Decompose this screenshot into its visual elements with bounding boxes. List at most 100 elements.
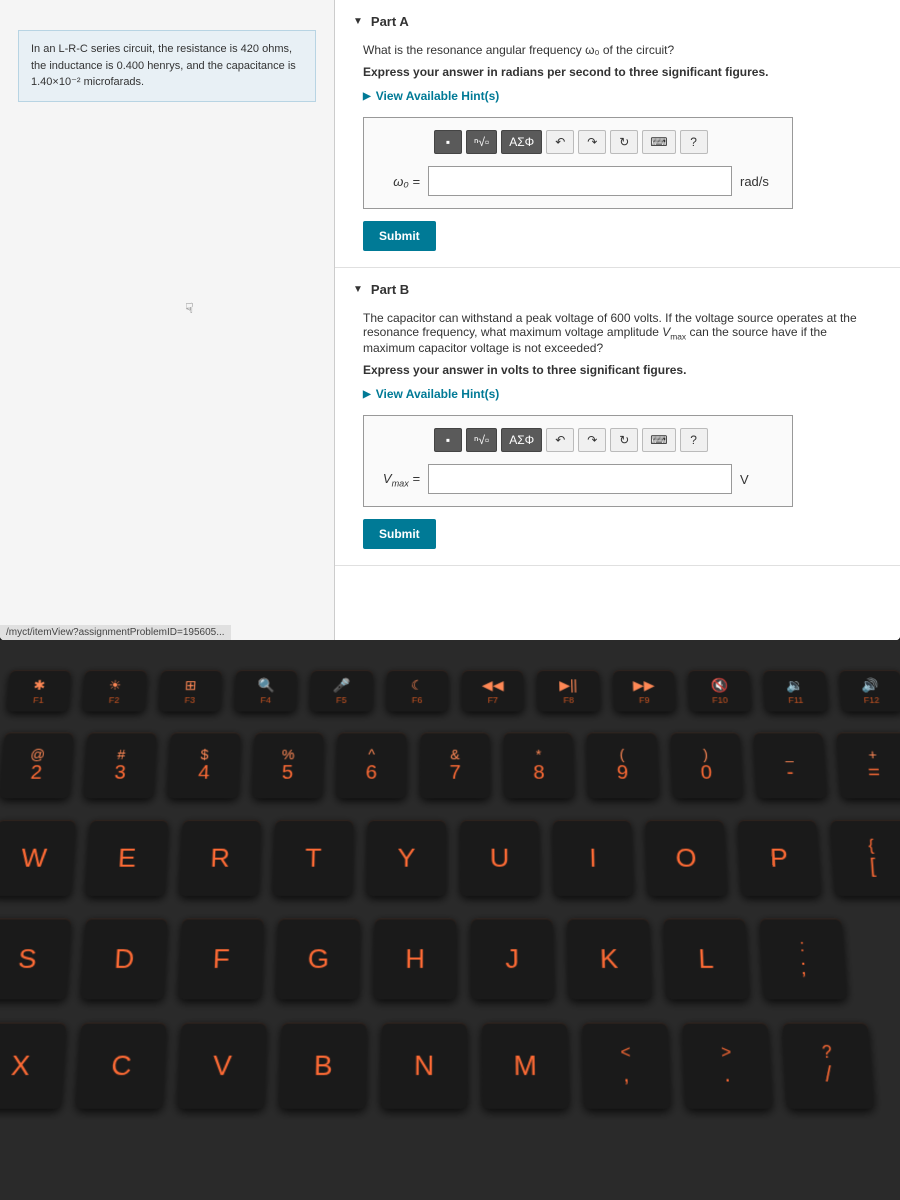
fn-key: 🎤F5 (310, 670, 372, 711)
fn-key: 🔊F12 (839, 670, 900, 711)
undo-button[interactable]: ↶ (546, 428, 574, 452)
letter-key: F (178, 918, 263, 999)
number-key: $4 (168, 732, 240, 798)
greek-button[interactable]: ΑΣΦ (501, 428, 542, 452)
physical-keyboard: ✱F1☀F2⊞F3🔍F4🎤F5☾F6◀◀F7▶||F8▶▶F9🔇F10🔉F11🔊… (0, 640, 900, 1200)
number-key: @2 (0, 732, 74, 798)
part-b-instruction: Express your answer in volts to three si… (363, 363, 872, 377)
letter-key: N (381, 1023, 468, 1109)
part-b-hints-link[interactable]: ▶ View Available Hint(s) (363, 387, 872, 401)
number-key: *8 (504, 732, 574, 798)
letter-key: M (482, 1023, 569, 1109)
hand-cursor-icon: ☟ (185, 300, 194, 317)
number-key: _- (753, 732, 826, 798)
number-key: &7 (420, 732, 490, 798)
caret-down-icon: ▼ (353, 16, 363, 27)
app-container: In an L-R-C series circuit, the resistan… (0, 0, 900, 640)
letter-key: S (0, 918, 71, 999)
part-b-submit-button[interactable]: Submit (363, 519, 436, 549)
number-key: += (836, 732, 900, 798)
punct-key: >. (682, 1023, 772, 1109)
part-a-section: ▼ Part A What is the resonance angular f… (335, 0, 900, 268)
part-a-unit: rad/s (740, 174, 780, 189)
part-b-input-row: Vmax = V (376, 464, 780, 494)
screen-area: In an L-R-C series circuit, the resistan… (0, 0, 900, 640)
letter-key: I (553, 820, 634, 896)
punct-key: <, (582, 1023, 670, 1109)
part-b-title: Part B (371, 282, 409, 297)
bracket-key: {[ (830, 820, 900, 896)
status-bar-url: /myct/itemView?assignmentProblemID=19560… (0, 625, 231, 640)
qwerty-row-3: XCVBNM<,>.?/ (0, 1023, 900, 1109)
part-b-toolbar: ▪ ⁿ√▫ ΑΣΦ ↶ ↷ ↻ ⌨ ? (376, 428, 780, 452)
number-key: )0 (670, 732, 742, 798)
letter-key: D (81, 918, 168, 999)
part-a-instruction: Express your answer in radians per secon… (363, 65, 872, 79)
letter-key: K (567, 918, 651, 999)
root-button[interactable]: ⁿ√▫ (466, 428, 497, 452)
part-a-hints-link[interactable]: ▶ View Available Hint(s) (363, 89, 872, 103)
letter-key: P (738, 820, 821, 896)
part-a-header[interactable]: ▼ Part A (335, 0, 900, 43)
triangle-right-icon: ▶ (363, 91, 371, 102)
part-a-submit-button[interactable]: Submit (363, 221, 436, 251)
letter-key: C (76, 1023, 167, 1109)
fn-key: ◀◀F7 (462, 670, 524, 711)
main-content: ▼ Part A What is the resonance angular f… (335, 0, 900, 640)
fn-key: ▶||F8 (537, 670, 599, 711)
part-b-header[interactable]: ▼ Part B (335, 268, 900, 311)
triangle-right-icon: ▶ (363, 389, 371, 400)
part-b-unit: V (740, 472, 780, 487)
letter-key: R (179, 820, 261, 896)
part-b-question: The capacitor can withstand a peak volta… (363, 311, 872, 355)
redo-button[interactable]: ↷ (578, 130, 606, 154)
fn-key: 🔉F11 (763, 670, 827, 711)
part-b-body: The capacitor can withstand a peak volta… (335, 311, 900, 565)
keyboard-button[interactable]: ⌨ (642, 428, 675, 452)
fn-key: 🔍F4 (234, 670, 297, 711)
fn-key: ▶▶F9 (613, 670, 676, 711)
part-b-section: ▼ Part B The capacitor can withstand a p… (335, 268, 900, 566)
fn-key: ☾F6 (386, 670, 448, 711)
number-key: ^6 (336, 732, 406, 798)
keyboard-button[interactable]: ⌨ (642, 130, 675, 154)
number-key: #3 (84, 732, 157, 798)
semicolon-key: :; (760, 918, 847, 999)
template-button[interactable]: ▪ (434, 130, 462, 154)
letter-key: W (0, 820, 76, 896)
letter-key: X (0, 1023, 66, 1109)
reset-button[interactable]: ↻ (610, 428, 638, 452)
letter-key: G (276, 918, 360, 999)
letter-key: J (471, 918, 554, 999)
part-b-var-label: Vmax = (376, 471, 420, 489)
letter-key: B (279, 1023, 367, 1109)
reset-button[interactable]: ↻ (610, 130, 638, 154)
number-key: %5 (252, 732, 323, 798)
root-button[interactable]: ⁿ√▫ (466, 130, 497, 154)
hints-label-b: View Available Hint(s) (376, 387, 500, 401)
number-key: (9 (587, 732, 658, 798)
help-button[interactable]: ? (680, 130, 708, 154)
part-b-answer-input[interactable] (428, 464, 732, 494)
fn-key: ☀F2 (83, 670, 147, 711)
letter-key: H (374, 918, 457, 999)
problem-statement: In an L-R-C series circuit, the resistan… (18, 30, 316, 102)
part-b-answer-box: ▪ ⁿ√▫ ΑΣΦ ↶ ↷ ↻ ⌨ ? Vmax = V (363, 415, 793, 507)
fn-key: 🔇F10 (688, 670, 752, 711)
greek-button[interactable]: ΑΣΦ (501, 130, 542, 154)
help-button[interactable]: ? (680, 428, 708, 452)
function-key-row: ✱F1☀F2⊞F3🔍F4🎤F5☾F6◀◀F7▶||F8▶▶F9🔇F10🔉F11🔊… (0, 670, 900, 711)
fn-key: ⊞F3 (158, 670, 222, 711)
punct-key: ?/ (782, 1023, 873, 1109)
letter-key: T (273, 820, 354, 896)
qwerty-row-1: WERTYUIOP{[ (0, 820, 900, 896)
redo-button[interactable]: ↷ (578, 428, 606, 452)
part-a-answer-input[interactable] (428, 166, 732, 196)
part-a-input-row: ω₀ = rad/s (376, 166, 780, 196)
undo-button[interactable]: ↶ (546, 130, 574, 154)
letter-key: U (460, 820, 539, 896)
template-button[interactable]: ▪ (434, 428, 462, 452)
number-key-row: @2#3$4%5^6&7*8(9)0_-+= (0, 732, 900, 798)
letter-key: L (663, 918, 749, 999)
part-a-question: What is the resonance angular frequency … (363, 43, 872, 57)
